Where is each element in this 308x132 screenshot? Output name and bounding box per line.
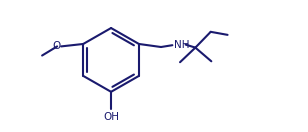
Text: OH: OH	[103, 112, 119, 122]
Text: NH: NH	[174, 40, 189, 50]
Text: O: O	[52, 41, 60, 51]
